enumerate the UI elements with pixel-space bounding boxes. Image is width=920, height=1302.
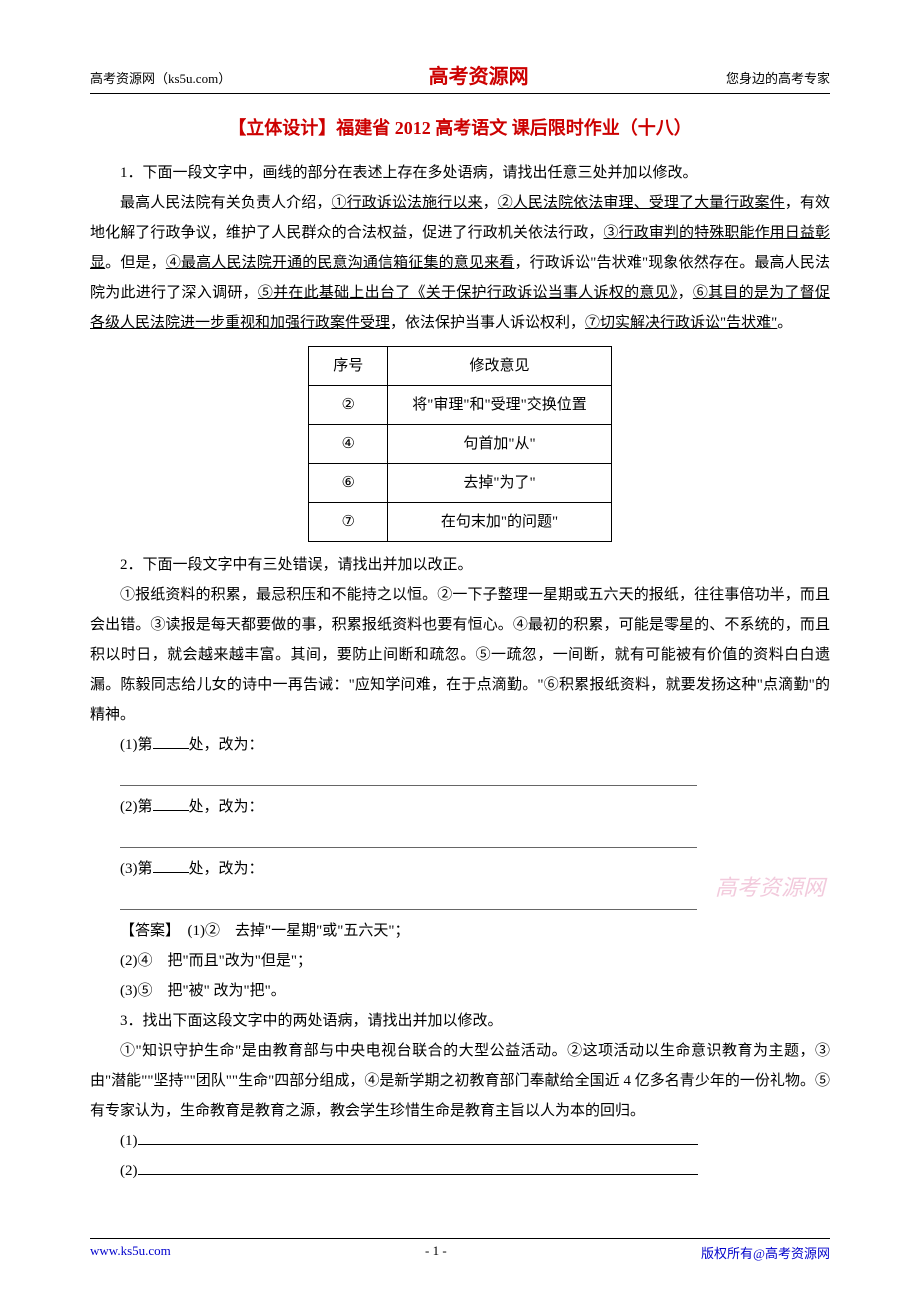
table-header-row: 序号 修改意见 <box>309 347 612 386</box>
q2-answer2: (2)④ 把"而且"改为"但是"； <box>90 946 830 976</box>
q3-intro: 3．找出下面这段文字中的两处语病，请找出并加以修改。 <box>90 1006 830 1036</box>
table-cell: ⑦ <box>309 503 388 542</box>
header-center-logo: 高考资源网 <box>429 60 529 89</box>
fill-blank[interactable] <box>153 748 189 749</box>
q3-blank2-row: (2) <box>90 1156 830 1186</box>
q1-u4: ④最高人民法院开通的民意沟通信箱征集的意见来看 <box>166 255 515 271</box>
table-cell: ② <box>309 386 388 425</box>
table-header-seq: 序号 <box>309 347 388 386</box>
q2-body: ①报纸资料的积累，最忌积压和不能持之以恒。②一下子整理一星期或五六天的报纸，往往… <box>90 580 830 730</box>
q2-answer3: (3)⑤ 把"被" 改为"把"。 <box>90 976 830 1006</box>
q1-intro: 1．下面一段文字中，画线的部分在表述上存在多处语病，请找出任意三处并加以修改。 <box>90 158 830 188</box>
q3-body: ①"知识守护生命"是由教育部与中央电视台联合的大型公益活动。②这项活动以生命意识… <box>90 1036 830 1126</box>
q2-answer1: (1)② 去掉"一星期"或"五六天"； <box>188 923 410 939</box>
answer-line-long[interactable] <box>138 1174 698 1175</box>
answer-line[interactable] <box>120 890 697 910</box>
table-cell: ⑥ <box>309 464 388 503</box>
table-row: ⑦ 在句末加"的问题" <box>309 503 612 542</box>
q2-blank1-suffix: 处，改为： <box>189 737 264 753</box>
q3-blank2-label: (2) <box>120 1163 138 1179</box>
q1-pre: 最高人民法院有关负责人介绍， <box>120 195 332 211</box>
q1-mid2: 。但是， <box>105 255 166 271</box>
footer-url: www.ks5u.com <box>90 1243 171 1262</box>
q1-u2: ②人民法院依法审理、受理了大量行政案件 <box>498 195 785 211</box>
table-row: ② 将"审理"和"受理"交换位置 <box>309 386 612 425</box>
answer-label: 【答案】 <box>120 923 173 939</box>
header-left: 高考资源网（ks5u.com） <box>90 68 231 87</box>
q1-sep2: ， <box>678 285 693 301</box>
q1-u7: ⑦切实解决行政诉讼"告状难" <box>585 315 777 331</box>
q1-body: 最高人民法院有关负责人介绍，①行政诉讼法施行以来，②人民法院依法审理、受理了大量… <box>90 188 830 338</box>
watermark: 高考资源网 <box>715 870 825 902</box>
table-row: ④ 句首加"从" <box>309 425 612 464</box>
q1-sep1: ， <box>483 195 498 211</box>
q1-u5: ⑤并在此基础上出台了《关于保护行政诉讼当事人诉权的意见》 <box>258 285 678 301</box>
page-footer: www.ks5u.com - 1 - 版权所有@高考资源网 <box>90 1238 830 1262</box>
footer-copyright: 版权所有@高考资源网 <box>701 1243 830 1262</box>
q3-blank1-row: (1) <box>90 1126 830 1156</box>
q1-answer-table: 序号 修改意见 ② 将"审理"和"受理"交换位置 ④ 句首加"从" ⑥ 去掉"为… <box>308 346 612 542</box>
table-cell: 去掉"为了" <box>388 464 612 503</box>
table-cell: 将"审理"和"受理"交换位置 <box>388 386 612 425</box>
q2-blank1-row: (1)第 处，改为： <box>90 730 830 760</box>
fill-blank[interactable] <box>153 872 189 873</box>
q2-blank2-row: (2)第 处，改为： <box>90 792 830 822</box>
document-title: 【立体设计】福建省 2012 高考语文 课后限时作业（十八） <box>90 114 830 140</box>
table-row: ⑥ 去掉"为了" <box>309 464 612 503</box>
q2-answer-row1: 【答案】 (1)② 去掉"一星期"或"五六天"； <box>90 916 830 946</box>
q1-mid4: ，依法保护当事人诉讼权利， <box>390 315 585 331</box>
content-body: 1．下面一段文字中，画线的部分在表述上存在多处语病，请找出任意三处并加以修改。 … <box>90 158 830 1186</box>
q2-blank2-suffix: 处，改为： <box>189 799 264 815</box>
q2-blank3-suffix: 处，改为： <box>189 861 264 877</box>
table-cell: 句首加"从" <box>388 425 612 464</box>
q3-blank1-label: (1) <box>120 1133 138 1149</box>
q1-end: 。 <box>777 315 792 331</box>
table-cell: 在句末加"的问题" <box>388 503 612 542</box>
fill-blank[interactable] <box>153 810 189 811</box>
q2-intro: 2．下面一段文字中有三处错误，请找出并加以改正。 <box>90 550 830 580</box>
page-header: 高考资源网（ks5u.com） 高考资源网 您身边的高考专家 <box>90 60 830 94</box>
answer-line[interactable] <box>120 828 697 848</box>
q2-blank3-label: (3)第 <box>120 861 153 877</box>
page-number: - 1 - <box>425 1243 447 1262</box>
q2-blank1-label: (1)第 <box>120 737 153 753</box>
answer-line[interactable] <box>120 766 697 786</box>
table-header-fix: 修改意见 <box>388 347 612 386</box>
q1-u1: ①行政诉讼法施行以来 <box>332 195 483 211</box>
q2-blank2-label: (2)第 <box>120 799 153 815</box>
header-right: 您身边的高考专家 <box>726 68 830 87</box>
answer-line-long[interactable] <box>138 1144 698 1145</box>
table-cell: ④ <box>309 425 388 464</box>
